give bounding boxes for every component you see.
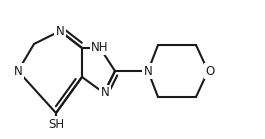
Text: SH: SH <box>48 117 64 131</box>
Text: N: N <box>101 86 109 100</box>
Text: O: O <box>205 64 215 78</box>
Text: NH: NH <box>91 40 109 54</box>
Text: N: N <box>56 24 64 38</box>
Text: N: N <box>14 64 22 78</box>
Text: N: N <box>144 64 152 78</box>
